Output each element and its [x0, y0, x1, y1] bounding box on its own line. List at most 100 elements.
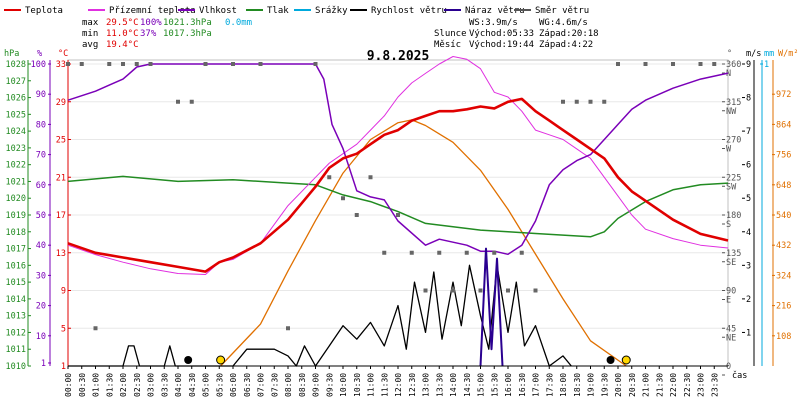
legend-label: Tlak — [267, 6, 289, 16]
ms-tick: 9 — [746, 60, 751, 70]
hpa-tick: 1022 — [6, 161, 26, 171]
c-tick: 29 — [56, 98, 66, 108]
x-tick-label: 07:00 — [257, 373, 266, 397]
wm2-tick: 216 — [776, 302, 791, 312]
pct-tick: 30 — [36, 271, 46, 281]
x-tick-label: 17:30 — [545, 373, 554, 397]
c-tick: 33 — [56, 60, 66, 70]
x-tick-label: 06:00 — [229, 373, 238, 397]
hpa-tick: 1027 — [6, 77, 26, 87]
c-tick: 9 — [61, 287, 66, 297]
wind-dir-point — [671, 62, 675, 66]
stat-max-label: max — [82, 18, 99, 28]
series-slunce — [220, 119, 627, 367]
legend-label: Teplota — [25, 6, 63, 16]
x-tick-label: 20:30 — [628, 373, 637, 397]
axis-wm2-label: W/m² — [778, 49, 798, 59]
pct-tick: 20 — [36, 302, 46, 312]
series-vlhkost — [67, 63, 729, 256]
stat-max-rain: 0.0mm — [225, 18, 252, 28]
x-tick-label: 14:00 — [449, 373, 458, 397]
pct-tick: 40 — [36, 241, 46, 251]
x-tick-label: 01:30 — [105, 373, 114, 397]
wind-dir-point — [423, 288, 428, 293]
wind-dir-point — [313, 62, 318, 66]
c-tick: 1 — [61, 362, 66, 372]
x-tick-label: 13:00 — [422, 373, 431, 397]
ms-tick: 5 — [746, 194, 751, 204]
hpa-tick: 1020 — [6, 194, 26, 204]
wm2-tick: 756 — [776, 151, 791, 161]
chart-title: 9.8.2025 — [367, 49, 430, 64]
wind-dir-point — [437, 250, 442, 255]
wind-dir-point — [492, 250, 497, 255]
legend-label: Směr větru — [535, 6, 589, 16]
markers — [184, 355, 631, 365]
x-tick-label: 12:30 — [408, 373, 417, 397]
x-tick-label: 03:00 — [147, 373, 156, 397]
wind-dir-point — [368, 175, 373, 180]
x-tick-label: 10:00 — [339, 373, 348, 397]
mm-tick: 1 — [764, 60, 769, 70]
pct-tick: 80 — [36, 120, 46, 130]
wind-dir-point — [382, 250, 387, 255]
deg-tick: 45 — [726, 324, 736, 334]
deg-tick: 225 — [726, 173, 741, 183]
sunrise-marker — [216, 355, 226, 365]
hpa-tick: 1016 — [6, 261, 26, 271]
sun-rise: Východ:05:33 — [469, 29, 534, 39]
x-tick-label: 07:30 — [270, 373, 279, 397]
series-teplota — [67, 97, 729, 273]
deg-tick: 315 — [726, 98, 741, 108]
c-tick: 5 — [61, 324, 66, 334]
series-n-raz-v-tru — [479, 247, 504, 367]
dir-tick: NE — [726, 333, 736, 343]
deg-tick: 360 — [726, 60, 741, 70]
dir-tick: W — [726, 145, 732, 155]
x-tick-label: 22:00 — [669, 373, 678, 397]
hpa-tick: 1015 — [6, 278, 26, 288]
x-tick-label: 10:30 — [353, 373, 362, 397]
wind-dir-point — [478, 288, 483, 293]
hpa-tick: 1019 — [6, 211, 26, 221]
hpa-tick: 1024 — [6, 127, 26, 137]
hpa-tick: 1018 — [6, 228, 26, 238]
wind-dir-point — [189, 99, 194, 104]
x-tick-label: 16:30 — [518, 373, 527, 397]
stat-max-press: 1021.3hPa — [163, 18, 212, 28]
stat-max-temp: 29.5°C — [106, 18, 139, 28]
dir-tick: S — [726, 220, 731, 230]
x-tick-label: 23:00 — [697, 373, 706, 397]
wm2-tick: 108 — [776, 332, 791, 342]
x-tick-label: 18:00 — [559, 373, 568, 397]
wind-dir-point — [341, 196, 345, 201]
pct-tick: 100 — [31, 60, 46, 70]
x-tick-label: 00:00 — [64, 373, 73, 397]
wind-dir-point — [409, 250, 414, 255]
wind-dir-point — [176, 99, 180, 104]
wind-dir-point — [588, 99, 593, 104]
legend: Teplota Přízemní teplota Vlhkost Tlak Srážky… — [4, 6, 589, 16]
moonrise-marker — [606, 356, 615, 364]
deg-tick: 270 — [726, 136, 741, 146]
x-tick-label: 21:30 — [655, 373, 664, 397]
legend-label: Rychlost větru — [371, 6, 447, 16]
deg-tick: 135 — [726, 249, 741, 259]
pct-tick: 90 — [36, 90, 46, 100]
stat-min-label: min — [82, 29, 98, 39]
c-tick: 13 — [56, 249, 66, 259]
x-tick-label: 17:00 — [532, 373, 541, 397]
axis-x-label: čas — [732, 370, 747, 381]
x-tick-label: 05:00 — [202, 373, 211, 397]
ms-tick: 7 — [746, 127, 751, 137]
x-tick-label: 11:00 — [367, 373, 376, 397]
wind-dir-point — [134, 62, 139, 66]
pct-tick: 70 — [36, 151, 46, 161]
stat-min-hum: 37% — [140, 29, 157, 39]
sun-set: Západ:20:18 — [539, 29, 599, 39]
wm2-tick: 324 — [776, 271, 791, 281]
legend-label: Přízemní teplota — [109, 6, 196, 16]
x-tick-label: 09:00 — [312, 373, 321, 397]
hpa-tick: 1011 — [6, 345, 26, 355]
